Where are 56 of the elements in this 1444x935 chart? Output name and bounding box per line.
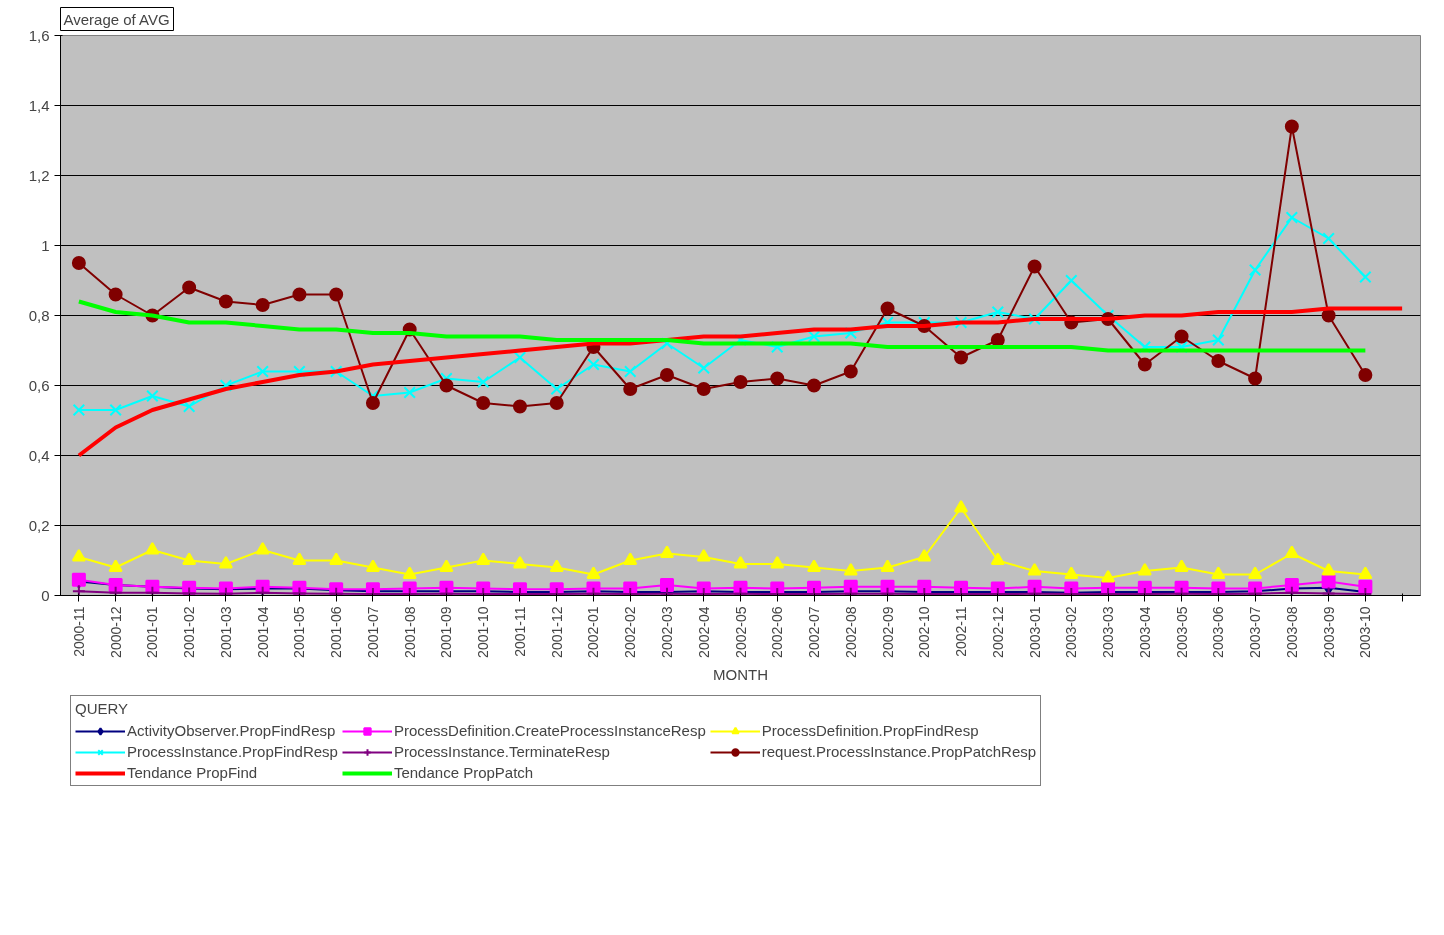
x-tick-label: 2001-12 [548,606,565,658]
x-tick-label: 2003-07 [1247,606,1264,658]
x-tick-label: 2000-12 [107,606,124,658]
legend-label: ProcessInstance.PropFindResp [127,743,338,760]
legend-label: ProcessDefinition.CreateProcessInstanceResp [393,722,706,739]
legend-label: Tendance PropFind [127,764,258,781]
x-tick-label: 2002-05 [732,606,749,658]
x-tick-label: 2001-02 [181,606,198,658]
x-tick-label: 2002-06 [769,606,786,658]
y-tick-label: 0 [41,586,50,604]
y-tick-label: 0,4 [28,446,50,464]
x-tick-label: 2001-06 [328,606,345,658]
x-tick-label: 2003-10 [1357,606,1374,658]
x-tick-label: 2003-03 [1100,606,1117,658]
x-tick-label: 2002-04 [695,606,712,658]
x-tick-label: 2002-02 [622,606,639,658]
x-axis-title: MONTH [713,665,768,683]
x-tick-label: 2001-10 [475,606,492,658]
x-tick-label: 2001-03 [217,606,234,658]
y-tick-label: 1,6 [28,26,50,44]
x-tick-label: 2002-10 [916,606,933,658]
legend-label: request.ProcessInstance.PropPatchResp [761,743,1037,760]
chart-title: Average of AVG [63,10,170,28]
x-tick-label: 2001-07 [364,606,381,658]
x-tick-label: 2003-01 [1026,606,1043,658]
x-tick-label: 2002-09 [879,606,896,658]
legend-label: Tendance PropPatch [393,764,534,781]
x-tick-label: 2002-01 [585,606,602,658]
x-tick-label: 2002-03 [658,606,675,658]
legend-label: ProcessDefinition.PropFindResp [761,722,979,739]
x-tick-label: 2002-07 [806,606,823,658]
y-tick-label: 1 [41,236,50,254]
x-tick-label: 2003-09 [1320,606,1337,658]
legend-label: ProcessInstance.TerminateResp [393,743,610,760]
y-tick-label: 1,4 [28,96,50,114]
x-tick-label: 2001-05 [291,606,308,658]
legend-label: ActivityObserver.PropFindResp [127,722,336,739]
x-tick-label: 2003-05 [1173,606,1190,658]
x-tick-label: 2001-09 [438,606,455,658]
y-tick-label: 0,8 [28,306,50,324]
x-tick-label: 2002-12 [989,606,1006,658]
y-tick-label: 1,2 [28,166,50,184]
x-tick-label: 2000-11 [70,606,87,657]
x-tick-label: 2002-08 [842,606,859,658]
x-tick-label: 2001-01 [144,606,161,658]
y-tick-label: 0,6 [28,376,50,394]
y-tick-label: 0,2 [28,516,50,534]
x-tick-label: 2002-11 [953,606,970,657]
legend-title: QUERY [75,700,130,717]
x-tick-label: 2001-08 [401,606,418,658]
x-tick-label: 2003-02 [1063,606,1080,658]
x-tick-label: 2001-11 [511,606,528,657]
x-tick-label: 2001-04 [254,606,271,658]
x-tick-label: 2003-04 [1136,606,1153,658]
x-tick-label: 2003-08 [1283,606,1300,658]
x-tick-label: 2003-06 [1210,606,1227,658]
